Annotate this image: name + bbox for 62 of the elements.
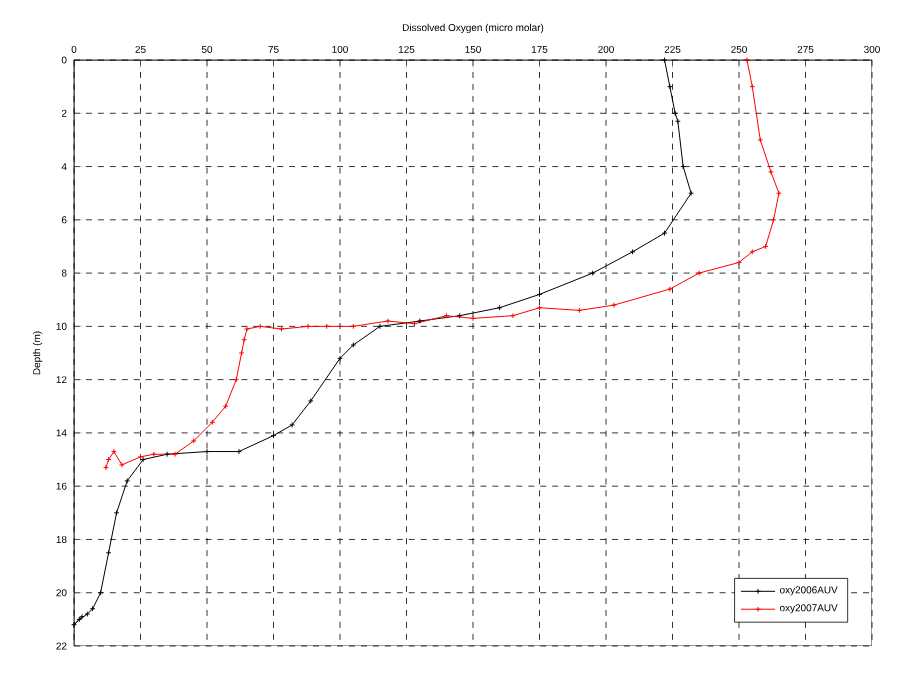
- point: [762, 243, 769, 250]
- point: [666, 286, 673, 292]
- point: [238, 350, 245, 356]
- point: [776, 190, 782, 197]
- point: [257, 323, 264, 330]
- point: [736, 259, 742, 266]
- point: [105, 456, 112, 463]
- point: [71, 621, 77, 628]
- point: [190, 438, 197, 444]
- point: [350, 323, 357, 330]
- point: [97, 589, 104, 596]
- point: [289, 422, 296, 428]
- point: [680, 163, 687, 170]
- point: [209, 419, 216, 426]
- point: [111, 448, 117, 455]
- point: [323, 323, 330, 330]
- point: [350, 342, 357, 348]
- point: [416, 318, 423, 324]
- point: [666, 83, 673, 90]
- point: [337, 355, 343, 362]
- point: [768, 168, 774, 175]
- point: [411, 320, 418, 327]
- point: [278, 326, 285, 332]
- point: [749, 248, 756, 255]
- point: [688, 190, 695, 197]
- point: [172, 451, 178, 458]
- point: [270, 432, 277, 439]
- point: [89, 605, 96, 612]
- point: [749, 83, 756, 90]
- point: [124, 477, 131, 484]
- point: [770, 216, 777, 223]
- point: [164, 451, 170, 458]
- point: [661, 230, 668, 237]
- point: [204, 448, 210, 455]
- point: [757, 137, 764, 143]
- point: [233, 376, 240, 383]
- point: [236, 448, 242, 455]
- point: [470, 315, 476, 322]
- point: [377, 323, 383, 330]
- point: [672, 110, 679, 117]
- point: [241, 336, 248, 343]
- point: [456, 312, 463, 319]
- point: [496, 304, 503, 311]
- point: [222, 403, 229, 410]
- point: [510, 312, 516, 319]
- point: [536, 304, 543, 311]
- point: [118, 461, 125, 468]
- point: [611, 302, 617, 308]
- point: [674, 118, 681, 125]
- point: [307, 398, 314, 404]
- point: [113, 509, 120, 516]
- point: [150, 451, 157, 458]
- point: [244, 326, 250, 332]
- point: [696, 270, 702, 276]
- point: [384, 318, 391, 324]
- point: [589, 270, 596, 276]
- point: [443, 312, 450, 319]
- point: [576, 307, 583, 314]
- point: [629, 248, 636, 255]
- point: [536, 291, 543, 298]
- point: [305, 323, 311, 330]
- point: [105, 549, 112, 556]
